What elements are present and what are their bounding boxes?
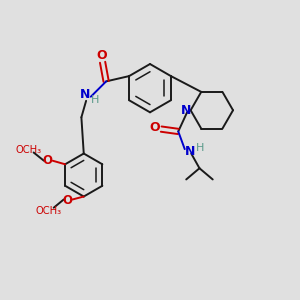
Text: O: O bbox=[62, 194, 72, 207]
Text: OCH₃: OCH₃ bbox=[36, 206, 62, 216]
Text: N: N bbox=[80, 88, 90, 101]
Text: N: N bbox=[181, 104, 191, 117]
Text: H: H bbox=[91, 95, 99, 105]
Text: OCH₃: OCH₃ bbox=[16, 145, 42, 154]
Text: O: O bbox=[149, 121, 160, 134]
Text: O: O bbox=[43, 154, 52, 167]
Text: O: O bbox=[97, 49, 107, 62]
Text: N: N bbox=[184, 145, 195, 158]
Text: H: H bbox=[196, 143, 204, 153]
